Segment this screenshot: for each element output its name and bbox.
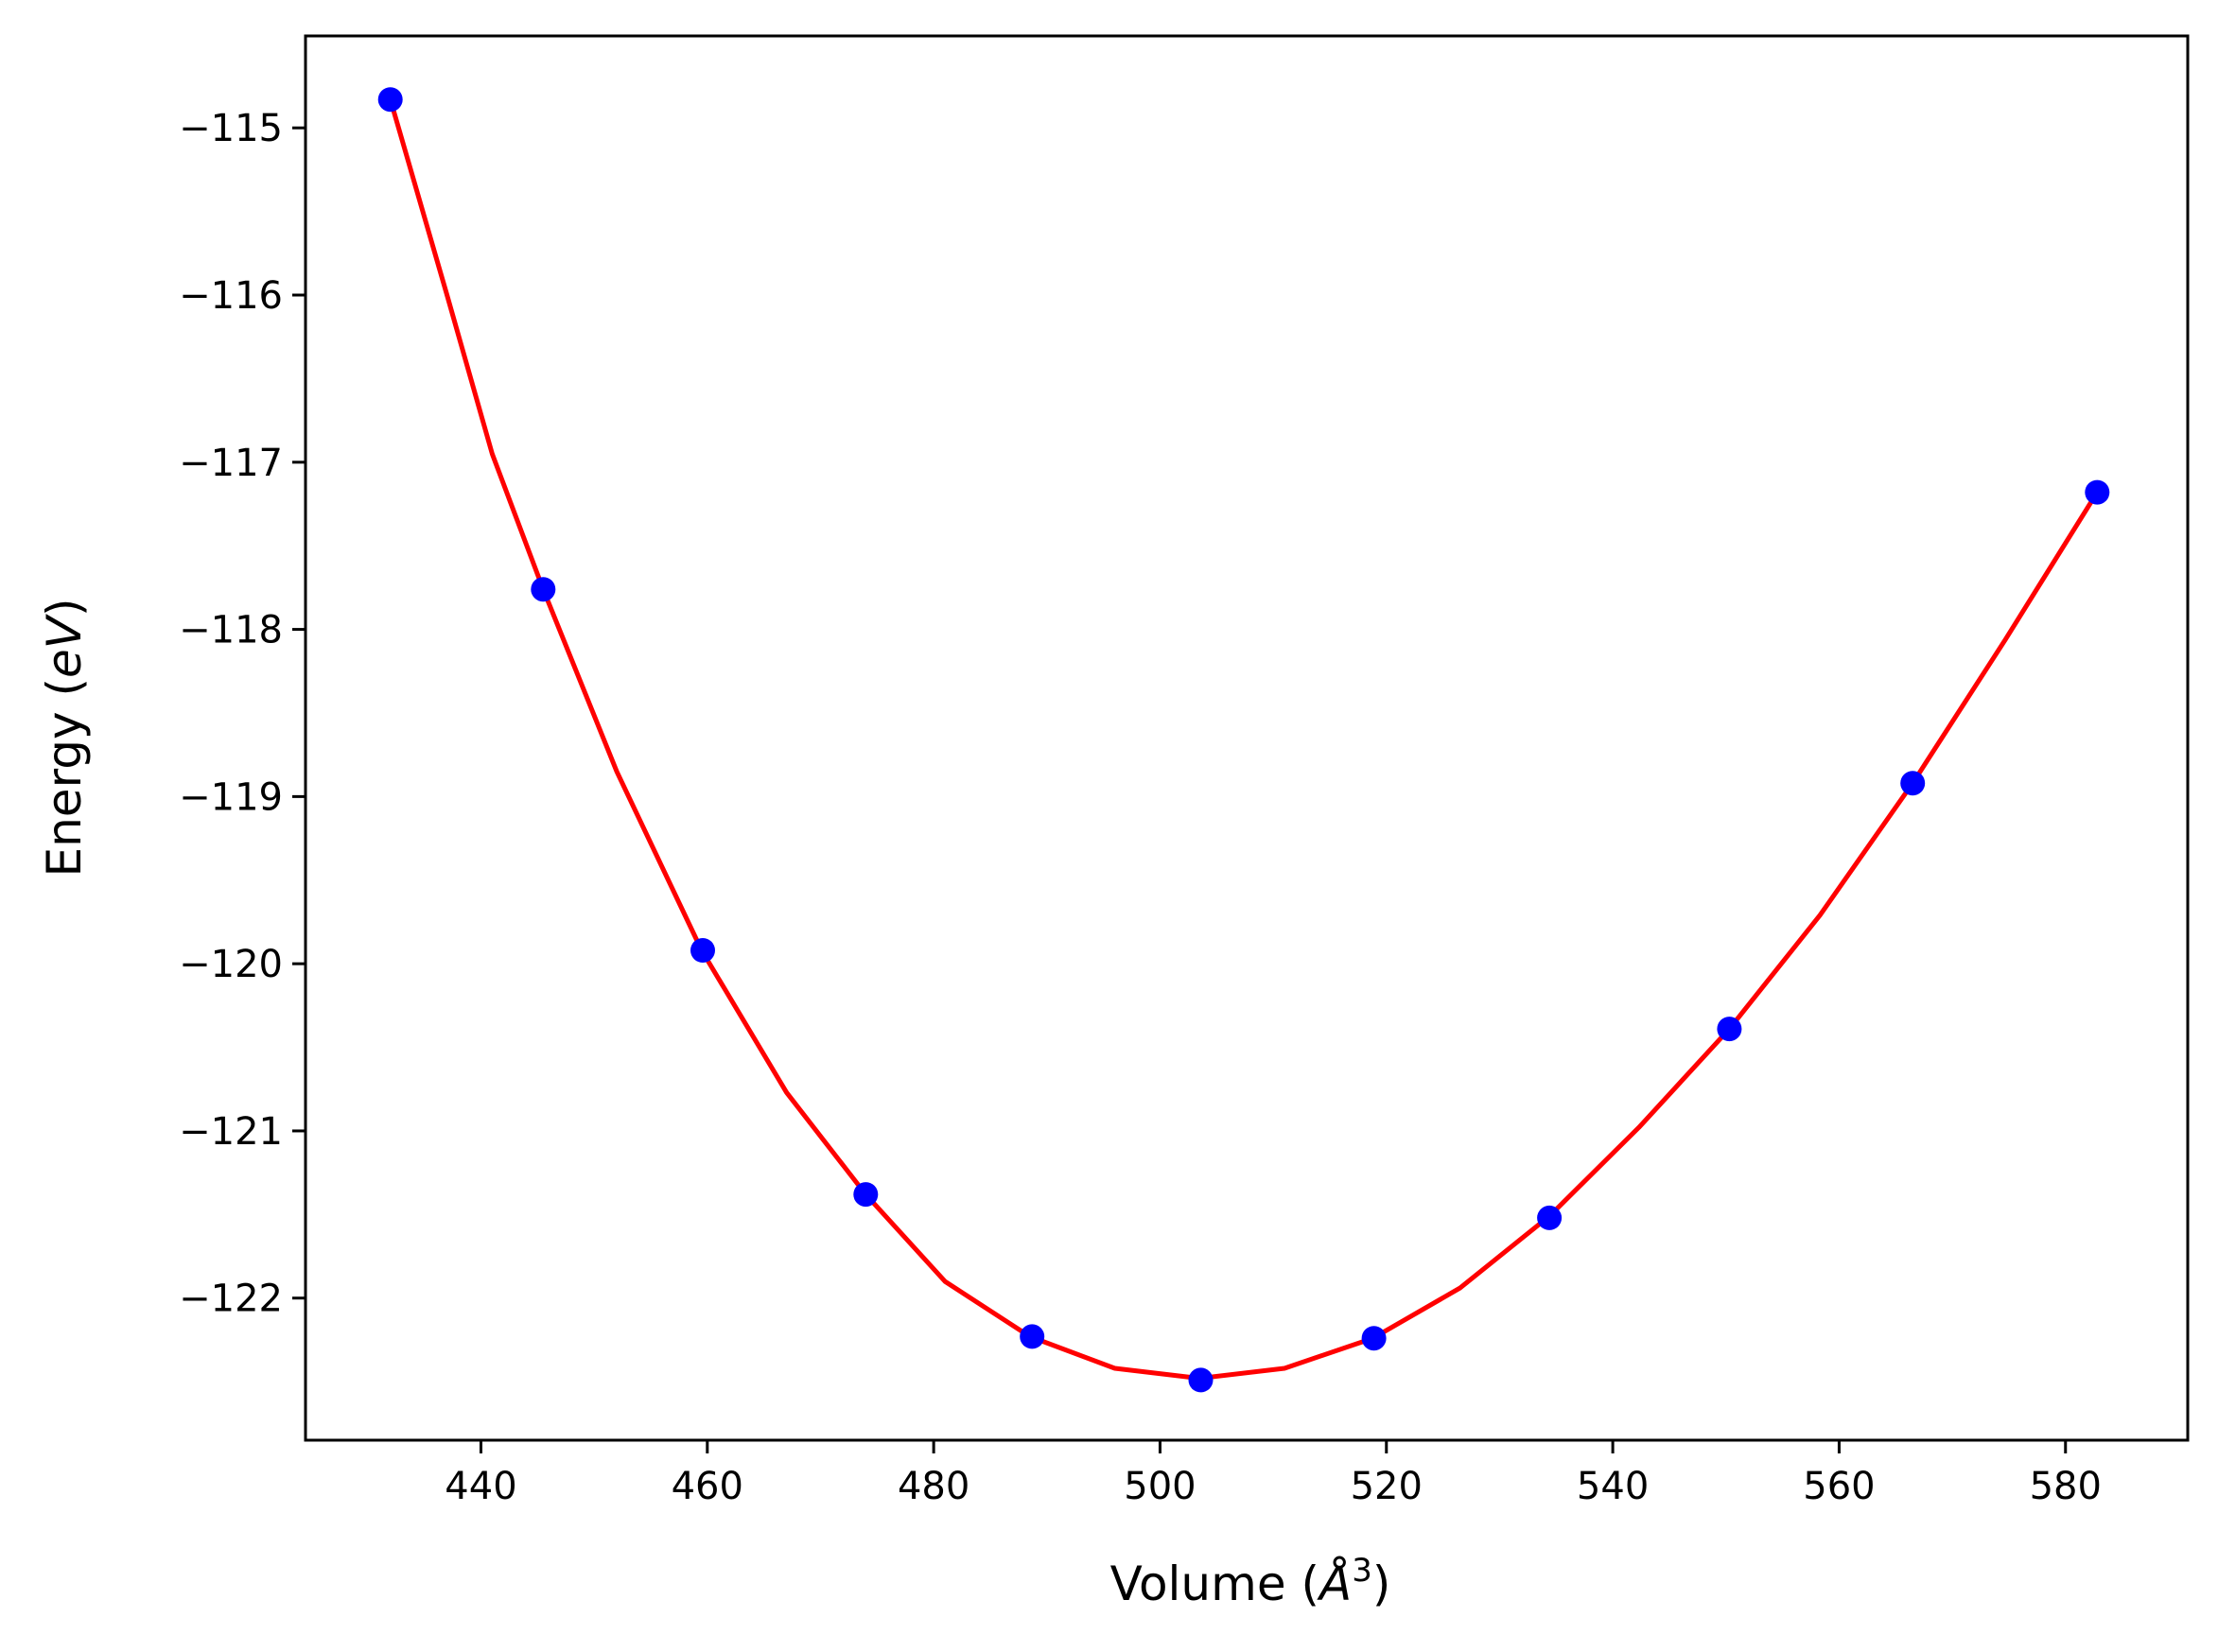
x-tick-label-580: 580: [2030, 1465, 2102, 1508]
plot-area-frame: [304, 34, 2190, 1442]
x-tick-label-520: 520: [1351, 1465, 1423, 1508]
y-axis-ticks: −115 −116 −117 −118 −119 −120 −121 −122: [179, 107, 306, 1321]
data-point-10: [1900, 771, 1926, 796]
x-axis-label: Volume (Å3): [1110, 1552, 1391, 1611]
data-point-8: [1537, 1205, 1563, 1230]
y-tick-label-117: −117: [179, 442, 283, 485]
data-point-6: [1188, 1367, 1214, 1393]
data-point-3: [690, 938, 715, 963]
fit-curve: [388, 96, 2100, 1382]
data-point-5: [1020, 1324, 1045, 1349]
x-tick-label-560: 560: [1803, 1465, 1875, 1508]
x-tick-label-480: 480: [898, 1465, 969, 1508]
x-tick-label-440: 440: [445, 1465, 516, 1508]
x-axis-ticks: 440 460 480 500 520 540 560 580: [445, 1440, 2102, 1508]
data-points-layer: [377, 87, 2110, 1393]
x-axis-label-symbol: Å: [1317, 1556, 1352, 1611]
fit-curve-layer: [388, 96, 2100, 1382]
y-axis-label-prefix: Energy (: [37, 678, 92, 877]
x-axis-label-exponent: 3: [1352, 1552, 1372, 1590]
y-tick-label-115: −115: [179, 107, 283, 150]
y-tick-label-116: −116: [179, 274, 283, 318]
y-axis-label-unit: eV: [37, 613, 92, 678]
y-axis-label-suffix: ): [37, 599, 92, 617]
x-tick-label-500: 500: [1124, 1465, 1196, 1508]
data-point-4: [853, 1182, 879, 1208]
x-axis-label-prefix: Volume (: [1110, 1556, 1319, 1611]
x-axis-label-suffix: ): [1372, 1556, 1391, 1611]
y-tick-label-119: −119: [179, 775, 283, 819]
y-tick-label-120: −120: [179, 943, 283, 986]
y-tick-label-121: −121: [179, 1110, 283, 1154]
x-tick-label-460: 460: [672, 1465, 743, 1508]
data-point-11: [2085, 479, 2110, 505]
data-point-2: [531, 577, 556, 602]
y-tick-label-118: −118: [179, 609, 283, 652]
data-point-9: [1717, 1017, 1742, 1042]
x-tick-label-540: 540: [1577, 1465, 1649, 1508]
data-point-1: [377, 87, 403, 113]
y-axis-label: Energy (eV): [37, 599, 92, 878]
data-point-7: [1361, 1326, 1387, 1351]
y-tick-label-122: −122: [179, 1278, 283, 1321]
